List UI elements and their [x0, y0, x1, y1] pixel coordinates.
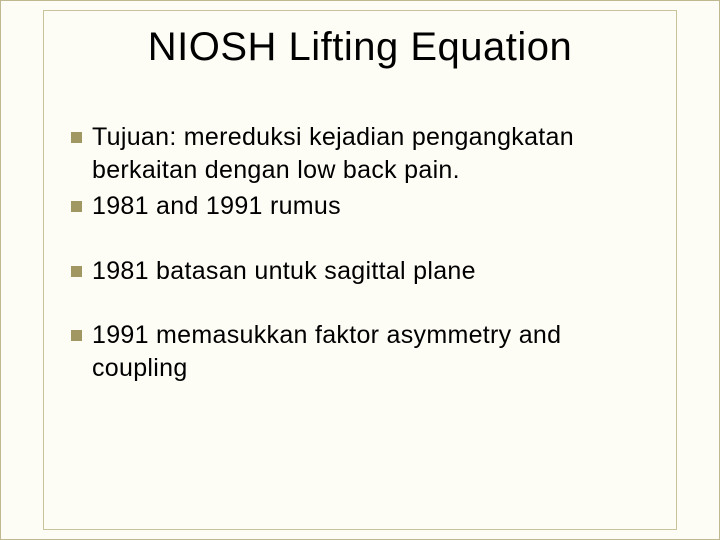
square-bullet-icon: [71, 266, 82, 277]
bullet-group: 1991 memasukkan faktor asymmetry and cou…: [71, 319, 659, 384]
bullet-item: 1991 memasukkan faktor asymmetry and cou…: [71, 319, 659, 384]
bullet-text: 1991 memasukkan faktor asymmetry and cou…: [92, 319, 659, 384]
slide-title: NIOSH Lifting Equation: [1, 25, 719, 70]
bullet-item: 1981 and 1991 rumus: [71, 190, 659, 223]
bullet-item: Tujuan: mereduksi kejadian pengangkatan …: [71, 121, 659, 186]
square-bullet-icon: [71, 132, 82, 143]
slide-content: Tujuan: mereduksi kejadian pengangkatan …: [71, 121, 659, 416]
slide: NIOSH Lifting Equation Tujuan: mereduksi…: [0, 0, 720, 540]
bullet-item: 1981 batasan untuk sagittal plane: [71, 255, 659, 288]
square-bullet-icon: [71, 330, 82, 341]
bullet-group: Tujuan: mereduksi kejadian pengangkatan …: [71, 121, 659, 223]
bullet-group: 1981 batasan untuk sagittal plane: [71, 255, 659, 288]
bullet-text: 1981 batasan untuk sagittal plane: [92, 255, 476, 288]
square-bullet-icon: [71, 201, 82, 212]
bullet-text: 1981 and 1991 rumus: [92, 190, 341, 223]
bullet-text: Tujuan: mereduksi kejadian pengangkatan …: [92, 121, 659, 186]
